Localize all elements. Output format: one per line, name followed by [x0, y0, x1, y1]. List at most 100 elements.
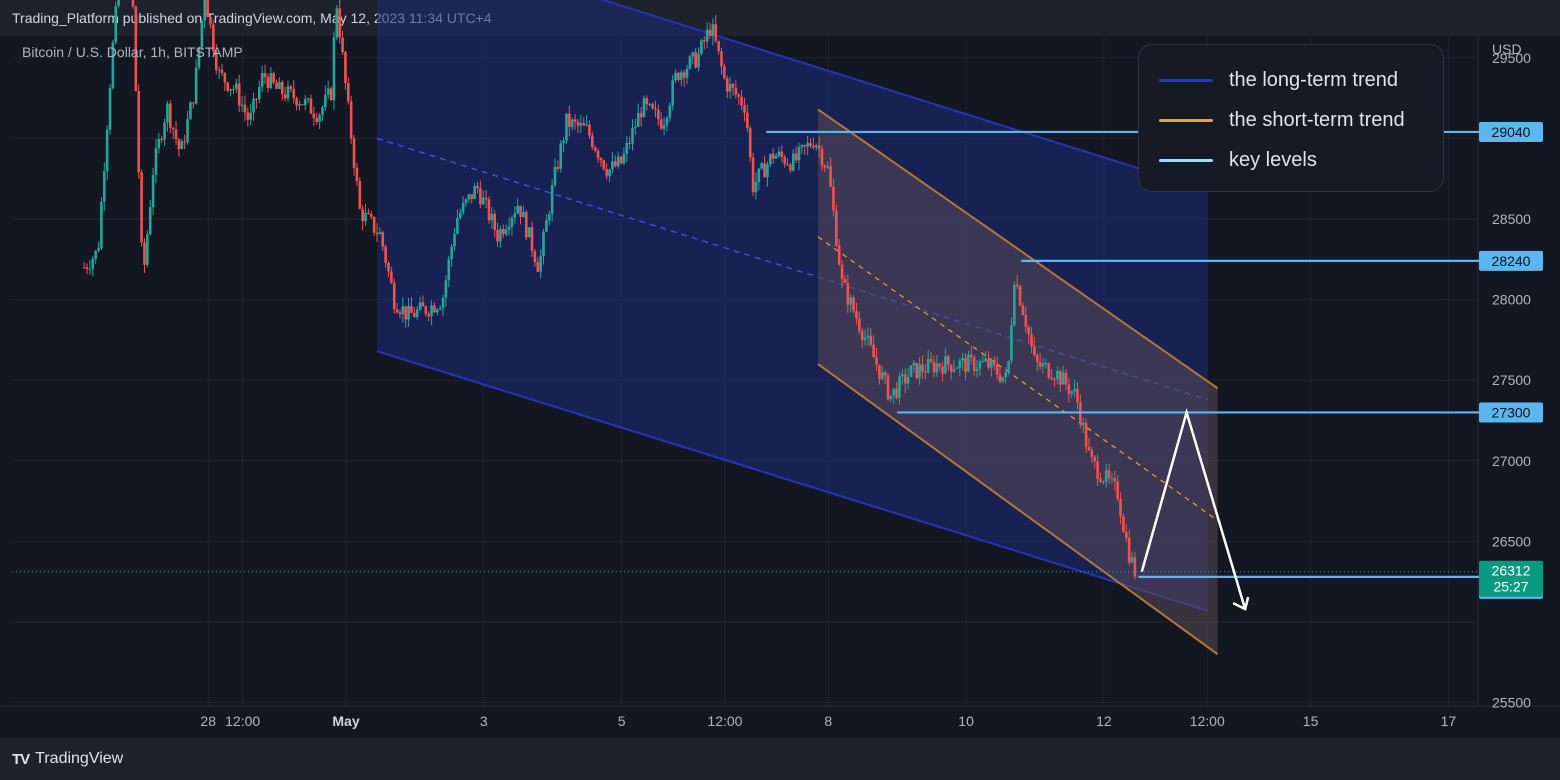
- candle-body: [143, 242, 146, 265]
- candle-body: [481, 197, 485, 205]
- candle-body: [898, 376, 901, 398]
- candle-body: [235, 83, 238, 90]
- candle-body: [599, 158, 603, 161]
- candle-body: [410, 305, 413, 314]
- candle-body: [995, 364, 999, 375]
- candle-body: [117, 0, 120, 7]
- time-tick-label: May: [332, 713, 359, 729]
- candle-body: [728, 83, 732, 92]
- candle-body: [843, 278, 847, 283]
- candle-body: [341, 37, 344, 53]
- candle-body: [105, 129, 109, 172]
- candle-body: [1056, 370, 1059, 380]
- candle-body: [935, 363, 939, 373]
- key-level-label: 27300: [1492, 404, 1531, 420]
- candle-body: [725, 78, 729, 92]
- candle-body: [817, 145, 821, 149]
- key-level-label: 29040: [1492, 124, 1531, 140]
- candle-body: [591, 135, 594, 148]
- candle-body: [212, 24, 215, 52]
- candle-body: [1124, 531, 1128, 538]
- candle-body: [924, 371, 927, 373]
- current-price-badge: [1479, 560, 1543, 597]
- candle-body: [677, 72, 680, 80]
- candle-body: [840, 264, 844, 279]
- candle-body: [510, 217, 514, 227]
- legend-label-short-term: the short-term trend: [1229, 109, 1405, 131]
- candle-body: [338, 8, 341, 38]
- time-tick-label: 8: [824, 713, 832, 729]
- candle-body: [315, 117, 319, 122]
- candle-body: [358, 181, 362, 209]
- candle-body: [593, 147, 597, 151]
- candle-body: [507, 226, 511, 230]
- time-tick-label: 3: [480, 713, 488, 729]
- short-term-channel-middle: [817, 236, 1218, 521]
- candle-body: [263, 73, 267, 78]
- candle-body: [183, 141, 186, 143]
- candle-body: [536, 262, 540, 272]
- candle-body: [527, 227, 531, 238]
- legend-label-key-levels: key levels: [1229, 149, 1317, 171]
- long-term-channel-middle: [376, 137, 1208, 401]
- candle-body: [186, 119, 189, 143]
- time-tick-label: 12: [1096, 713, 1112, 729]
- candle-body: [1070, 391, 1074, 394]
- key-level-label: 28240: [1492, 253, 1531, 269]
- candle-body: [852, 297, 855, 312]
- candle-body: [636, 113, 640, 127]
- candle-body: [1044, 363, 1048, 365]
- candle-body: [375, 232, 379, 235]
- candle-body: [947, 356, 950, 365]
- candle-body: [194, 67, 198, 104]
- legend-label-long-term: the long-term trend: [1229, 69, 1398, 91]
- candle-body: [708, 29, 712, 37]
- candle-body: [1018, 286, 1022, 306]
- candle-body: [803, 145, 807, 147]
- time-tick-label: 5: [618, 713, 626, 729]
- candle-body: [240, 104, 244, 106]
- candle-body: [892, 388, 896, 396]
- candle-body: [662, 125, 666, 129]
- candle-body: [869, 335, 873, 345]
- candle-body: [88, 268, 92, 270]
- candle-body: [456, 217, 459, 234]
- candle-body: [949, 364, 953, 372]
- candle-body: [1096, 461, 1099, 479]
- candle-body: [697, 53, 700, 68]
- candle-body: [1110, 478, 1114, 480]
- candle-body: [249, 112, 252, 120]
- candle-body: [1073, 388, 1076, 392]
- candle-body: [1116, 481, 1119, 500]
- candle-body: [631, 127, 634, 144]
- candle-body: [984, 358, 987, 361]
- candle-body: [1099, 478, 1102, 482]
- candle-body: [369, 213, 373, 217]
- candle-body: [450, 246, 453, 260]
- projection-arrowhead: [1232, 596, 1250, 611]
- candle-body: [390, 271, 393, 284]
- candle-body: [932, 361, 936, 373]
- candle-body: [361, 208, 364, 222]
- currency-label: USD: [1492, 41, 1522, 57]
- candle-body: [863, 337, 867, 340]
- candle-body: [232, 88, 235, 90]
- candle-body: [430, 305, 433, 317]
- candle-body: [605, 169, 608, 177]
- candle-body: [519, 205, 522, 218]
- candle-body: [553, 166, 557, 186]
- time-tick-label: 10: [958, 713, 974, 729]
- candle-body: [542, 231, 545, 257]
- tradingview-logo[interactable]: TV TradingView: [12, 750, 123, 768]
- key-level-label-bg: [1479, 250, 1543, 271]
- candle-body: [378, 232, 382, 235]
- candle-body: [424, 306, 428, 314]
- time-tick-label: 12:00: [707, 713, 742, 729]
- candle-body: [777, 151, 781, 156]
- candle-body: [645, 98, 649, 105]
- candle-body: [295, 98, 298, 106]
- candle-body: [131, 0, 135, 7]
- candle-body: [774, 155, 778, 159]
- legend-item-key-levels: key levels: [1159, 149, 1317, 172]
- candle-body: [921, 364, 924, 372]
